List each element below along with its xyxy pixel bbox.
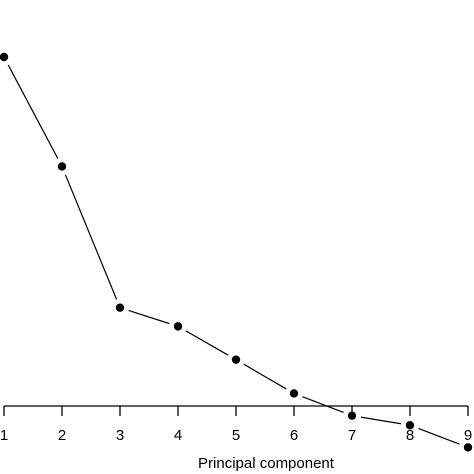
x-tick-label-8: 8 <box>406 427 414 444</box>
x-tick-label-5: 5 <box>232 427 240 444</box>
x-tick-label-7: 7 <box>348 427 356 444</box>
data-point-5 <box>231 355 241 364</box>
x-tick-label-4: 4 <box>174 427 182 444</box>
line-segment-6-7 <box>302 396 344 414</box>
data-point-3 <box>115 303 125 312</box>
data-point-8 <box>405 421 415 430</box>
data-point-9 <box>463 443 473 452</box>
line-segment-1-2 <box>7 64 59 159</box>
x-axis-ticks: 1 2 3 4 5 6 7 8 9 <box>0 406 472 444</box>
line-segment-5-6 <box>243 363 287 390</box>
series-line <box>7 64 460 445</box>
x-tick-label-6: 6 <box>290 427 298 444</box>
line-segment-4-5 <box>185 330 229 356</box>
data-point-1 <box>0 52 9 62</box>
line-segment-2-3 <box>64 174 118 300</box>
x-tick-label-3: 3 <box>116 427 124 444</box>
line-segment-8-9 <box>418 427 460 445</box>
data-point-2 <box>57 162 67 171</box>
data-point-6 <box>289 389 299 398</box>
x-tick-label-9: 9 <box>464 427 472 444</box>
x-axis-label: Principal component <box>198 455 335 472</box>
line-segment-3-4 <box>128 309 170 325</box>
series-points <box>0 52 473 452</box>
x-tick-label-1: 1 <box>0 427 8 444</box>
data-point-4 <box>173 322 183 331</box>
data-point-7 <box>347 411 357 420</box>
line-segment-7-8 <box>360 416 402 425</box>
x-tick-label-2: 2 <box>58 427 66 444</box>
